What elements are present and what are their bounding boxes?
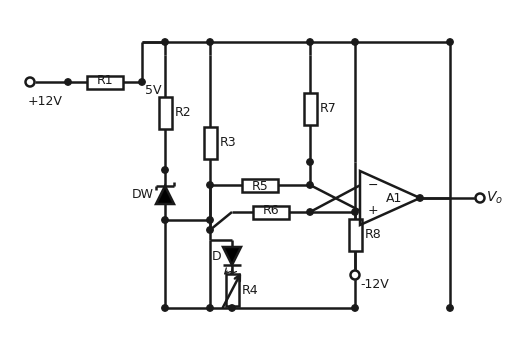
Text: 5V: 5V: [145, 84, 162, 97]
Bar: [204, 127, 217, 158]
Text: R3: R3: [219, 136, 236, 149]
Bar: [253, 205, 289, 218]
Polygon shape: [223, 247, 241, 265]
Circle shape: [307, 182, 313, 188]
Circle shape: [207, 182, 213, 188]
Bar: [349, 219, 362, 251]
Circle shape: [65, 79, 71, 85]
Circle shape: [417, 195, 423, 201]
Text: R4: R4: [242, 284, 258, 296]
Circle shape: [207, 305, 213, 311]
Circle shape: [351, 271, 359, 280]
Circle shape: [447, 305, 453, 311]
Text: +: +: [368, 204, 379, 217]
Circle shape: [162, 305, 168, 311]
Text: +12V: +12V: [28, 95, 63, 108]
Bar: [87, 75, 123, 88]
Text: R2: R2: [175, 106, 191, 119]
Circle shape: [207, 39, 213, 45]
Polygon shape: [156, 186, 174, 204]
Circle shape: [352, 305, 358, 311]
Text: D: D: [212, 249, 221, 262]
Text: -12V: -12V: [360, 278, 389, 291]
Circle shape: [476, 193, 485, 202]
Circle shape: [207, 217, 213, 223]
Circle shape: [229, 305, 235, 311]
Circle shape: [307, 209, 313, 215]
Circle shape: [307, 159, 313, 165]
Bar: [158, 96, 171, 129]
Circle shape: [352, 209, 358, 215]
Text: R6: R6: [263, 204, 279, 217]
Circle shape: [162, 217, 168, 223]
Circle shape: [352, 39, 358, 45]
Text: −: −: [368, 179, 378, 192]
Text: R1: R1: [97, 74, 113, 87]
Circle shape: [26, 78, 34, 86]
Bar: [226, 274, 239, 306]
Text: A1: A1: [386, 191, 402, 204]
Bar: [242, 178, 278, 191]
Circle shape: [207, 227, 213, 233]
Circle shape: [139, 79, 145, 85]
Text: R8: R8: [365, 228, 381, 241]
Circle shape: [162, 39, 168, 45]
Circle shape: [162, 167, 168, 173]
Text: $V_o$: $V_o$: [486, 190, 503, 206]
Text: R5: R5: [252, 179, 268, 192]
Circle shape: [447, 39, 453, 45]
Bar: [304, 93, 316, 125]
Circle shape: [307, 39, 313, 45]
Text: DW: DW: [132, 189, 154, 201]
Text: R7: R7: [319, 102, 336, 115]
